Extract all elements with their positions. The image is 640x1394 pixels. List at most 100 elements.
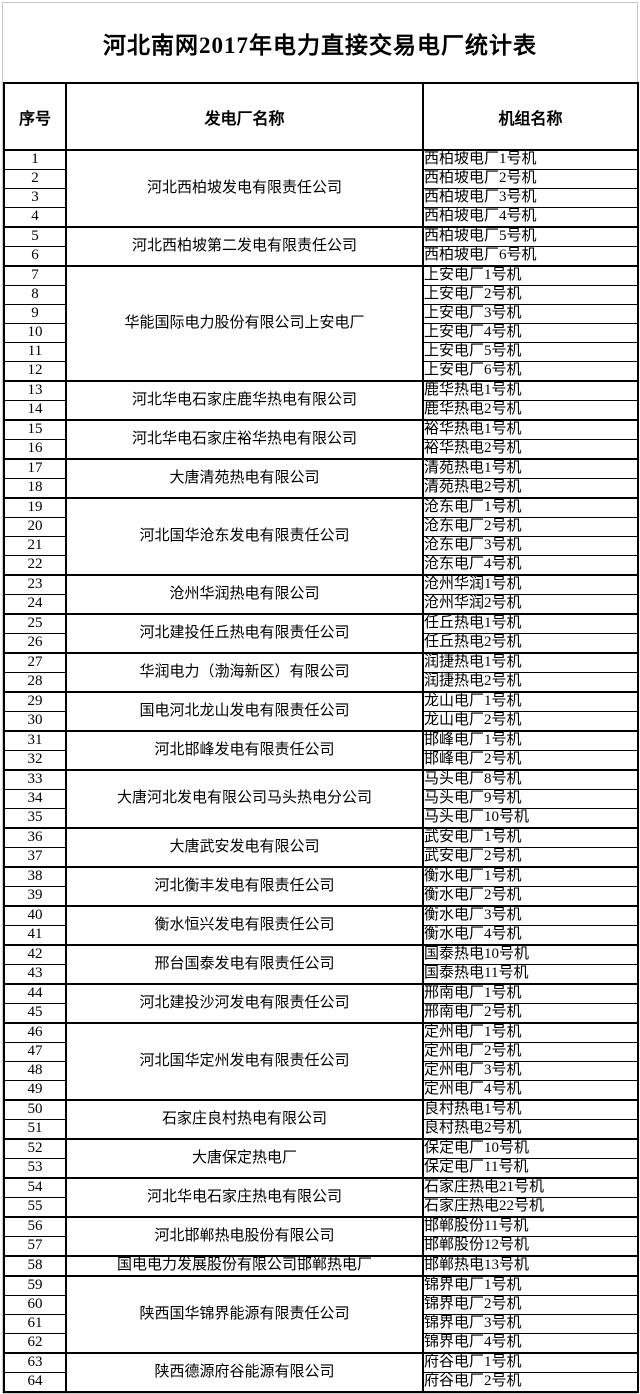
serial-number-cell: 15 xyxy=(3,419,67,440)
unit-name-cell: 裕华热电1号机 xyxy=(422,419,639,440)
table-row: 44 河北建投沙河发电有限责任公司 邢南电厂1号机 xyxy=(3,983,639,1024)
column-header-serial: 序号 xyxy=(3,82,67,151)
unit-name-cell: 石家庄热电21号机 xyxy=(422,1177,639,1198)
table-row: 37 武安电厂2号机 xyxy=(3,847,639,868)
plant-name-cell: 邢台国泰发电有限责任公司 xyxy=(65,944,424,985)
plant-name-cell: 河北西柏坡第二发电有限责任公司 xyxy=(65,226,424,267)
plant-name-cell: 华能国际电力股份有限公司上安电厂 xyxy=(65,265,424,382)
table-row: 52 大唐保定热电厂 保定电厂10号机 xyxy=(3,1138,639,1179)
serial-number-cell: 40 xyxy=(3,905,67,926)
serial-number-cell: 13 xyxy=(3,380,67,401)
table-row: 56 河北邯郸热电股份有限公司 邯郸股份11号机 xyxy=(3,1216,639,1257)
plant-name-cell: 陕西国华锦界能源有限责任公司 xyxy=(65,1275,424,1354)
table-row: 8 上安电厂2号机 xyxy=(3,285,639,305)
serial-number-cell: 53 xyxy=(3,1158,67,1179)
serial-number-cell: 23 xyxy=(3,574,67,595)
serial-number-cell: 45 xyxy=(3,1003,67,1024)
serial-number-cell: 3 xyxy=(3,188,67,208)
unit-name-cell: 西柏坡电厂3号机 xyxy=(422,188,639,208)
table-row: 7 华能国际电力股份有限公司上安电厂 上安电厂1号机 xyxy=(3,265,639,382)
table-header: 序号 发电厂名称 机组名称 xyxy=(3,82,639,151)
unit-name-cell: 衡水电厂2号机 xyxy=(422,886,639,907)
table-row: 19 河北国华沧东发电有限责任公司 沧东电厂1号机 xyxy=(3,497,639,576)
table-row: 63 陕西德源府谷能源有限公司 府谷电厂1号机 xyxy=(3,1352,639,1393)
unit-name-cell: 沧东电厂2号机 xyxy=(422,517,639,537)
unit-name-cell: 西柏坡电厂4号机 xyxy=(422,207,639,228)
serial-number-cell: 50 xyxy=(3,1099,67,1120)
serial-number-cell: 16 xyxy=(3,439,67,460)
table-row: 45 邢南电厂2号机 xyxy=(3,1003,639,1024)
serial-number-cell: 25 xyxy=(3,613,67,634)
unit-name-cell: 清苑热电2号机 xyxy=(422,478,639,499)
unit-name-cell: 上安电厂6号机 xyxy=(422,361,639,382)
unit-name-cell: 裕华热电2号机 xyxy=(422,439,639,460)
table-row: 21 沧东电厂3号机 xyxy=(3,536,639,556)
table-row: 53 保定电厂11号机 xyxy=(3,1158,639,1179)
unit-name-cell: 沧州华润1号机 xyxy=(422,574,639,595)
serial-number-cell: 19 xyxy=(3,497,67,518)
serial-number-cell: 29 xyxy=(3,691,67,712)
table-row: 59 陕西国华锦界能源有限责任公司 锦界电厂1号机 xyxy=(3,1275,639,1354)
unit-name-cell: 上安电厂1号机 xyxy=(422,265,639,286)
serial-number-cell: 49 xyxy=(3,1080,67,1101)
serial-number-cell: 55 xyxy=(3,1197,67,1218)
unit-name-cell: 定州电厂4号机 xyxy=(422,1080,639,1101)
unit-name-cell: 武安电厂2号机 xyxy=(422,847,639,868)
plant-name-cell: 沧州华润热电有限公司 xyxy=(65,574,424,615)
unit-name-cell: 锦界电厂2号机 xyxy=(422,1295,639,1315)
power-plant-stats-table: 序号 发电厂名称 机组名称 1 河北西柏坡发电有限责任公司 西柏坡电厂1号机 2 西柏坡… xyxy=(3,82,639,1393)
serial-number-cell: 63 xyxy=(3,1352,67,1373)
unit-name-cell: 沧东电厂3号机 xyxy=(422,536,639,556)
serial-number-cell: 61 xyxy=(3,1314,67,1334)
serial-number-cell: 4 xyxy=(3,207,67,228)
unit-name-cell: 上安电厂2号机 xyxy=(422,285,639,305)
serial-number-cell: 33 xyxy=(3,769,67,790)
serial-number-cell: 5 xyxy=(3,226,67,247)
plant-name-cell: 河北国华定州发电有限责任公司 xyxy=(65,1022,424,1101)
serial-number-cell: 37 xyxy=(3,847,67,868)
unit-name-cell: 润捷热电1号机 xyxy=(422,652,639,673)
document-title-bar: 河北南网2017年电力直接交易电厂统计表 xyxy=(3,3,637,82)
unit-name-cell: 西柏坡电厂1号机 xyxy=(422,149,639,170)
table-row: 47 定州电厂2号机 xyxy=(3,1042,639,1062)
table-row: 54 河北华电石家庄热电有限公司 石家庄热电21号机 xyxy=(3,1177,639,1218)
unit-name-cell: 定州电厂3号机 xyxy=(422,1061,639,1081)
serial-number-cell: 48 xyxy=(3,1061,67,1081)
table-row: 25 河北建投任丘热电有限责任公司 任丘热电1号机 xyxy=(3,613,639,654)
serial-number-cell: 30 xyxy=(3,711,67,732)
table-row: 40 衡水恒兴发电有限责任公司 衡水电厂3号机 xyxy=(3,905,639,946)
table-row: 3 西柏坡电厂3号机 xyxy=(3,188,639,208)
unit-name-cell: 西柏坡电厂6号机 xyxy=(422,246,639,267)
serial-number-cell: 42 xyxy=(3,944,67,965)
plant-name-cell: 大唐保定热电厂 xyxy=(65,1138,424,1179)
table-row: 33 大唐河北发电有限公司马头热电分公司 马头电厂8号机 xyxy=(3,769,639,829)
unit-name-cell: 邢南电厂1号机 xyxy=(422,983,639,1004)
unit-name-cell: 上安电厂3号机 xyxy=(422,304,639,324)
serial-number-cell: 44 xyxy=(3,983,67,1004)
unit-name-cell: 邯郸股份12号机 xyxy=(422,1236,639,1257)
table-row: 28 润捷热电2号机 xyxy=(3,672,639,693)
serial-number-cell: 56 xyxy=(3,1216,67,1237)
unit-name-cell: 衡水电厂1号机 xyxy=(422,866,639,887)
unit-name-cell: 沧东电厂1号机 xyxy=(422,497,639,518)
page-title: 河北南网2017年电力直接交易电厂统计表 xyxy=(103,32,537,58)
header-row: 序号 发电厂名称 机组名称 xyxy=(3,82,639,151)
unit-name-cell: 保定电厂10号机 xyxy=(422,1138,639,1159)
unit-name-cell: 龙山电厂1号机 xyxy=(422,691,639,712)
serial-number-cell: 26 xyxy=(3,633,67,654)
serial-number-cell: 43 xyxy=(3,964,67,985)
unit-name-cell: 石家庄热电22号机 xyxy=(422,1197,639,1218)
serial-number-cell: 51 xyxy=(3,1119,67,1140)
unit-name-cell: 鹿华热电1号机 xyxy=(422,380,639,401)
table-row: 46 河北国华定州发电有限责任公司 定州电厂1号机 xyxy=(3,1022,639,1101)
unit-name-cell: 润捷热电2号机 xyxy=(422,672,639,693)
serial-number-cell: 12 xyxy=(3,361,67,382)
table-row: 32 邯峰电厂2号机 xyxy=(3,750,639,771)
serial-number-cell: 35 xyxy=(3,808,67,829)
serial-number-cell: 2 xyxy=(3,169,67,189)
unit-name-cell: 上安电厂4号机 xyxy=(422,323,639,343)
serial-number-cell: 31 xyxy=(3,730,67,751)
plant-name-cell: 河北邯峰发电有限责任公司 xyxy=(65,730,424,771)
unit-name-cell: 邯峰电厂1号机 xyxy=(422,730,639,751)
serial-number-cell: 39 xyxy=(3,886,67,907)
